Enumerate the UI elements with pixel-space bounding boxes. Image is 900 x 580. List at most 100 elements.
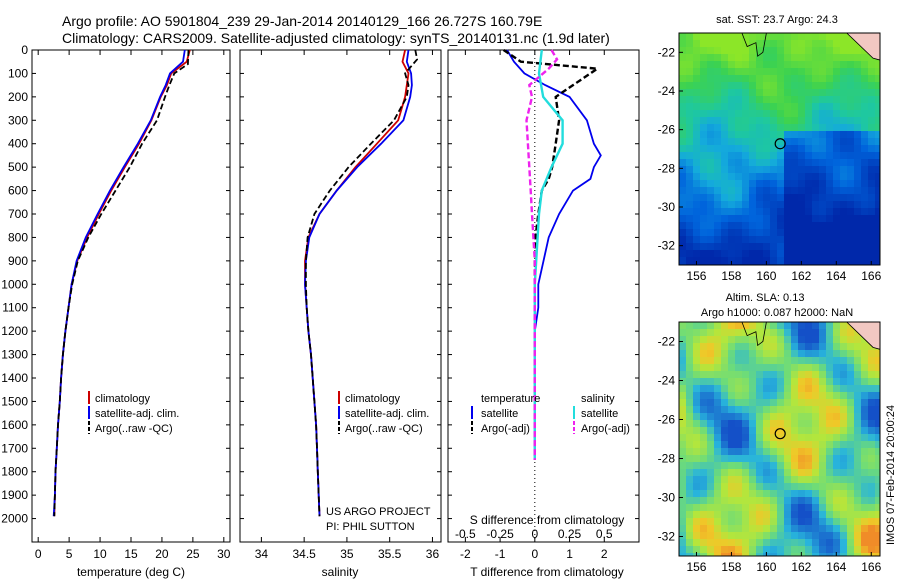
map-cell <box>700 336 708 344</box>
map-cell <box>784 96 792 104</box>
map-cell <box>693 201 701 209</box>
map-cell <box>693 462 701 470</box>
map-cell <box>756 124 764 132</box>
map-cell <box>868 497 876 505</box>
map-cell <box>784 532 792 540</box>
map-cell <box>847 525 855 533</box>
map-cell <box>700 427 708 435</box>
map-cell <box>728 47 736 55</box>
map-cell <box>714 511 722 519</box>
map-cell <box>700 89 708 97</box>
map-cell <box>714 539 722 547</box>
map-cell <box>714 33 722 41</box>
map-y-tick-label: -30 <box>658 491 676 505</box>
map-cell <box>826 152 834 160</box>
map-cell <box>707 476 715 484</box>
map-cell <box>805 413 813 421</box>
map-cell <box>693 532 701 540</box>
map-cell <box>756 215 764 223</box>
map-cell <box>679 131 687 139</box>
map-cell <box>861 392 869 400</box>
map-cell <box>763 257 771 265</box>
map-cell <box>819 378 827 386</box>
map-cell <box>686 427 694 435</box>
map-cell <box>798 483 806 491</box>
map-cell <box>707 385 715 393</box>
x-tick-label: -2 <box>460 547 471 561</box>
map-cell <box>861 399 869 407</box>
map-cell <box>749 103 757 111</box>
map-cell <box>686 173 694 181</box>
map-cell <box>861 54 869 62</box>
map-cell <box>735 441 743 449</box>
map-cell <box>749 68 757 76</box>
map-cell <box>791 371 799 379</box>
map-cell <box>777 40 785 48</box>
map-cell <box>847 518 855 526</box>
map-cell <box>861 546 869 554</box>
map-cell <box>868 201 876 209</box>
map-cell <box>686 47 694 55</box>
map-cell <box>707 483 715 491</box>
map-cell <box>875 420 881 428</box>
map-cell <box>700 68 708 76</box>
map-cell <box>784 68 792 76</box>
map-cell <box>805 532 813 540</box>
map-cell <box>686 187 694 195</box>
map-cell <box>707 392 715 400</box>
map-cell <box>805 40 813 48</box>
map-cell <box>777 250 785 258</box>
map-cell <box>798 222 806 230</box>
map-cell <box>679 378 687 386</box>
map-cell <box>686 434 694 442</box>
map-cell <box>791 504 799 512</box>
map-cell <box>686 250 694 258</box>
map-cell <box>826 420 834 428</box>
map-cell <box>686 166 694 174</box>
map-cell <box>756 385 764 393</box>
map-cell <box>819 462 827 470</box>
map-cell <box>742 406 750 414</box>
map-cell <box>756 364 764 372</box>
map-cell <box>854 343 862 351</box>
map-cell <box>700 462 708 470</box>
map-cell <box>861 476 869 484</box>
map-cell <box>735 476 743 484</box>
map-cell <box>721 525 729 533</box>
map-cell <box>847 117 855 125</box>
map-cell <box>770 194 778 202</box>
map-cell <box>868 392 876 400</box>
map-cell <box>700 483 708 491</box>
map-cell <box>868 159 876 167</box>
map-cell <box>777 152 785 160</box>
map-cell <box>819 187 827 195</box>
map-cell <box>833 180 841 188</box>
map-cell <box>861 406 869 414</box>
map-cell <box>693 54 701 62</box>
map-cell <box>700 525 708 533</box>
map-cell <box>854 378 862 386</box>
map-cell <box>798 138 806 146</box>
map-cell <box>693 441 701 449</box>
map-cell <box>749 378 757 386</box>
map-cell <box>861 511 869 519</box>
map-cell <box>763 469 771 477</box>
map-cell <box>770 54 778 62</box>
map-cell <box>784 490 792 498</box>
map-cell <box>791 406 799 414</box>
map-cell <box>763 413 771 421</box>
map-cell <box>735 96 743 104</box>
map-cell <box>875 124 881 132</box>
map-cell <box>679 371 687 379</box>
map-cell <box>875 117 881 125</box>
map-cell <box>798 131 806 139</box>
map-cell <box>700 350 708 358</box>
map-cell <box>784 497 792 505</box>
map-cell <box>735 75 743 83</box>
map-cell <box>868 483 876 491</box>
map-cell <box>700 257 708 265</box>
map-cell <box>784 117 792 125</box>
map-cell <box>854 427 862 435</box>
map-cell <box>770 187 778 195</box>
map-cell <box>728 152 736 160</box>
